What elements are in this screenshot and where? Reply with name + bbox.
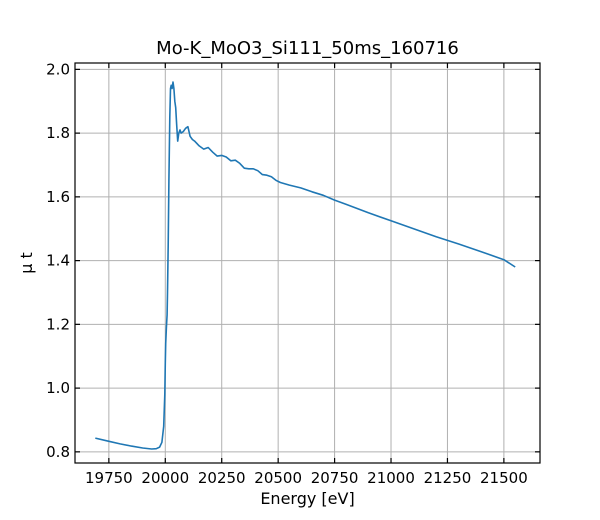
series-layer (95, 81, 516, 450)
y-tick-label: 1.0 (46, 379, 70, 397)
x-tick-label: 21500 (480, 469, 528, 487)
x-tick-label: 20250 (198, 469, 246, 487)
grid-layer (75, 63, 540, 463)
x-tick-label: 20500 (254, 469, 302, 487)
tick-layer: 19750 20000 20250 20500 20750 21000 21250 21500… (46, 60, 540, 487)
x-axis-label: Energy [eV] (260, 489, 354, 508)
y-tick-label: 1.8 (46, 124, 70, 142)
y-tick-label: 1.4 (46, 252, 70, 270)
y-tick-label: 0.8 (46, 443, 70, 461)
x-tick-label: 20000 (141, 469, 189, 487)
plot-frame (74, 62, 541, 464)
series-line (95, 81, 516, 450)
chart-title: Mo-K_MoO3_Si111_50ms_160716 (156, 38, 459, 59)
x-tick-label: 20750 (311, 469, 359, 487)
y-tick-label: 1.2 (46, 315, 70, 333)
x-tick-label: 21250 (424, 469, 472, 487)
y-tick-label: 2.0 (46, 60, 70, 78)
x-tick-label: 21000 (367, 469, 415, 487)
y-tick-label: 1.6 (46, 188, 70, 206)
x-tick-label: 19750 (85, 469, 133, 487)
y-axis-label: μ t (17, 252, 36, 274)
